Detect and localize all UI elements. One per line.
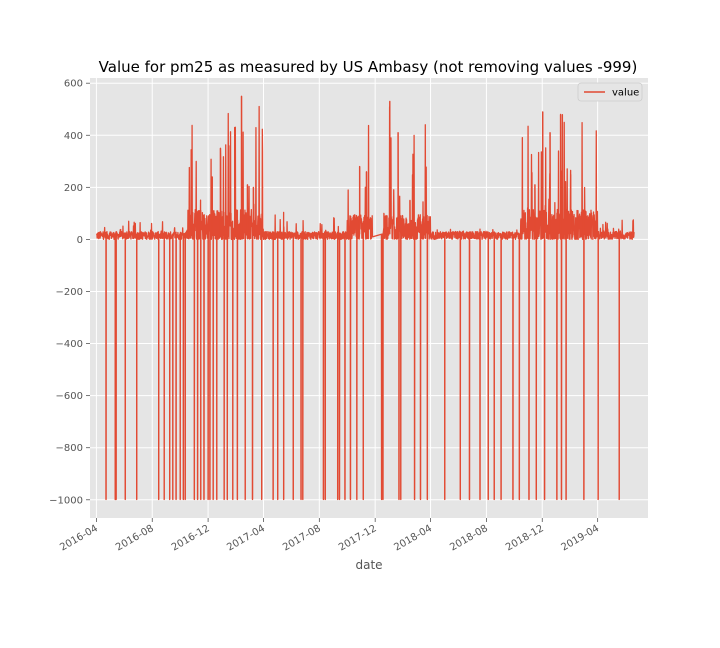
y-tick-label: 600 bbox=[64, 79, 83, 90]
series-layer bbox=[95, 95, 635, 501]
y-tick-label: −1000 bbox=[49, 495, 83, 506]
y-tick-label: −600 bbox=[56, 391, 83, 402]
legend: value bbox=[577, 82, 643, 102]
chart-title: Value for pm25 as measured by US Ambasy … bbox=[99, 58, 638, 76]
y-tick-label: 0 bbox=[77, 235, 83, 246]
series-line-value bbox=[95, 95, 635, 501]
y-axis-ticks: 600 400 200 0 −200 −400 −600 −800 −1000 bbox=[49, 79, 90, 506]
x-axis-label: date bbox=[355, 558, 382, 572]
legend-entry-value: value bbox=[612, 88, 639, 99]
legend-box bbox=[577, 82, 643, 102]
y-tick-label: 200 bbox=[64, 183, 83, 194]
y-tick-label: 400 bbox=[64, 131, 83, 142]
y-tick-label: −800 bbox=[56, 443, 83, 454]
y-tick-label: −400 bbox=[56, 339, 83, 350]
y-tick-label: −200 bbox=[56, 287, 83, 298]
